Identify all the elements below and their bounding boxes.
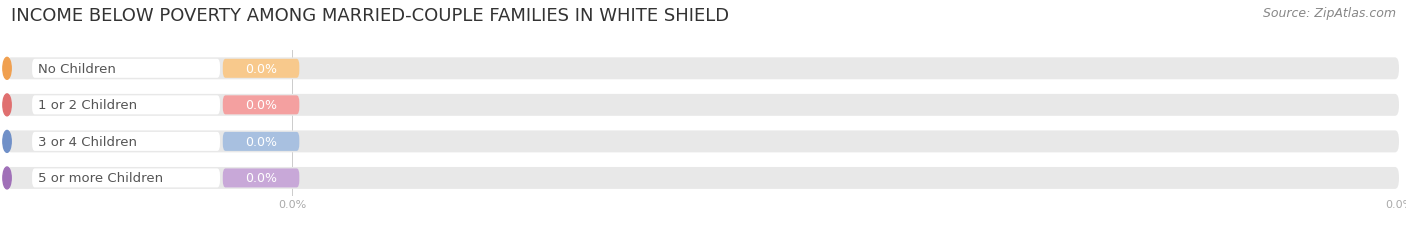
FancyBboxPatch shape — [32, 60, 219, 79]
Text: 0.0%: 0.0% — [245, 135, 277, 148]
FancyBboxPatch shape — [32, 132, 219, 151]
Text: 1 or 2 Children: 1 or 2 Children — [38, 99, 136, 112]
FancyBboxPatch shape — [7, 131, 1399, 153]
Text: No Children: No Children — [38, 63, 115, 76]
Text: 5 or more Children: 5 or more Children — [38, 172, 163, 185]
Text: 0.0%: 0.0% — [245, 172, 277, 185]
FancyBboxPatch shape — [222, 169, 299, 188]
FancyBboxPatch shape — [32, 96, 219, 115]
Text: Source: ZipAtlas.com: Source: ZipAtlas.com — [1263, 7, 1396, 20]
FancyBboxPatch shape — [7, 58, 1399, 80]
FancyBboxPatch shape — [222, 96, 299, 115]
FancyBboxPatch shape — [32, 169, 219, 188]
FancyBboxPatch shape — [222, 132, 299, 151]
Text: 0.0%: 0.0% — [245, 63, 277, 76]
FancyBboxPatch shape — [222, 60, 299, 79]
Circle shape — [3, 131, 11, 153]
Text: 0.0%: 0.0% — [245, 99, 277, 112]
Circle shape — [3, 58, 11, 80]
Text: INCOME BELOW POVERTY AMONG MARRIED-COUPLE FAMILIES IN WHITE SHIELD: INCOME BELOW POVERTY AMONG MARRIED-COUPL… — [11, 7, 730, 25]
Text: 3 or 4 Children: 3 or 4 Children — [38, 135, 136, 148]
Circle shape — [3, 94, 11, 116]
Circle shape — [3, 167, 11, 189]
FancyBboxPatch shape — [7, 167, 1399, 189]
FancyBboxPatch shape — [7, 94, 1399, 116]
